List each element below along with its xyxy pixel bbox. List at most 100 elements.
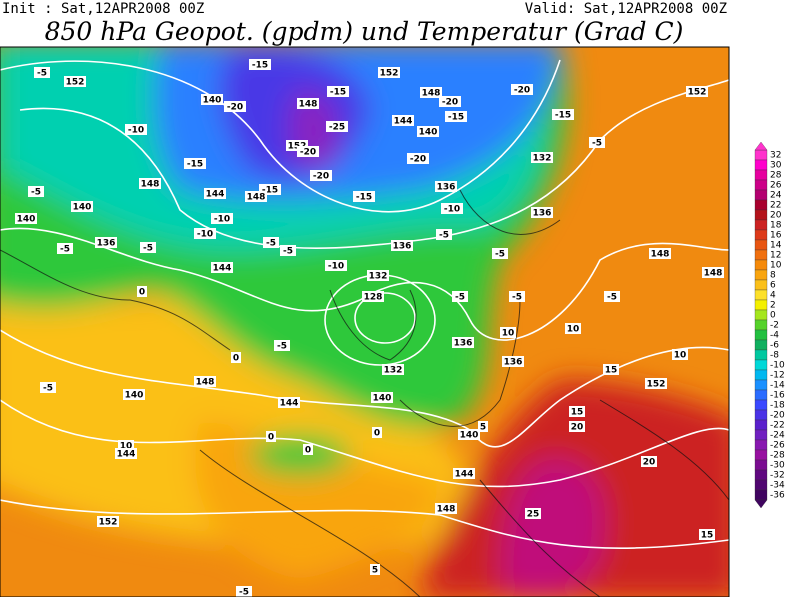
colorbar-swatch xyxy=(754,159,768,171)
contour-label: -5 xyxy=(283,247,293,257)
contour-label-box xyxy=(125,124,147,135)
contour-label-box xyxy=(325,260,347,271)
contour-label-box xyxy=(531,152,553,163)
colorbar-label: -18 xyxy=(770,401,785,411)
contour-label-box xyxy=(297,98,319,109)
contour-label-box xyxy=(672,349,688,360)
contour-label-box xyxy=(435,181,457,192)
contour-label: 140 xyxy=(125,391,144,401)
colorbar-label: -30 xyxy=(770,461,785,471)
colorbar-swatch xyxy=(754,299,768,311)
contour-label-box xyxy=(297,146,319,157)
contour-label: 152 xyxy=(688,88,707,98)
contour-label: 152 xyxy=(66,78,85,88)
contour-label-box xyxy=(194,228,216,239)
colorbar-label: 10 xyxy=(770,261,782,271)
contour-label-box xyxy=(565,323,581,334)
colorbar-swatch xyxy=(754,439,768,451)
contour-label: -20 xyxy=(442,98,458,108)
colorbar-label: 30 xyxy=(770,161,782,171)
contour-label: 0 xyxy=(233,354,239,364)
contour-label: -20 xyxy=(300,148,316,158)
contour-label-box xyxy=(40,382,56,393)
contour-label-box xyxy=(502,356,524,367)
colorbar-swatch xyxy=(754,459,768,471)
contour-label-box xyxy=(28,186,44,197)
contour-label-box xyxy=(699,529,715,540)
contour-label: 15 xyxy=(605,366,618,376)
contour-label: -10 xyxy=(214,215,230,225)
colorbar-label: -26 xyxy=(770,441,785,451)
contour-label-box xyxy=(71,201,93,212)
contour-label: 0 xyxy=(374,429,380,439)
contour-label: 148 xyxy=(651,250,670,260)
contour-label: -5 xyxy=(60,245,70,255)
colorbar-swatch xyxy=(754,409,768,421)
map-frame xyxy=(0,46,730,597)
contour-label-box xyxy=(194,376,216,387)
contour-label-box xyxy=(95,237,117,248)
contour-label: -15 xyxy=(330,88,346,98)
colorbar-label: -20 xyxy=(770,411,785,421)
contour-label-box xyxy=(603,364,619,375)
contour-label-box xyxy=(511,84,533,95)
contour-label: 144 xyxy=(394,117,413,127)
colorbar-swatch xyxy=(754,259,768,271)
contour-label-box xyxy=(327,86,349,97)
colorbar-label: 20 xyxy=(770,211,782,221)
contour-label: -10 xyxy=(328,262,344,272)
contour-label-box xyxy=(259,184,281,195)
colorbar-swatch xyxy=(754,209,768,221)
contour-label: 10 xyxy=(567,325,580,335)
contour-label-box xyxy=(445,111,467,122)
contour-label-box xyxy=(531,207,553,218)
contour-label: -5 xyxy=(239,588,249,597)
contour-label-box xyxy=(392,115,414,126)
contour-label: 148 xyxy=(437,505,456,515)
contour-label: 140 xyxy=(419,128,438,138)
contour-label-box xyxy=(372,427,382,438)
colorbar-label: 16 xyxy=(770,231,782,241)
colorbar-swatch xyxy=(754,419,768,431)
colorbar-label: -10 xyxy=(770,361,785,371)
colorbar-swatch xyxy=(754,189,768,201)
colorbar-label: -2 xyxy=(770,321,779,331)
contour-label: -15 xyxy=(356,193,372,203)
contour-label-box xyxy=(569,421,585,432)
contour-label: 15 xyxy=(571,408,584,418)
contour-label-box xyxy=(362,291,384,302)
contour-label-box xyxy=(115,448,137,459)
contour-label-box xyxy=(382,364,404,375)
contour-label: -5 xyxy=(607,293,617,303)
colorbar-swatch xyxy=(754,249,768,261)
contour-label: 15 xyxy=(701,531,714,541)
colorbar-swatch xyxy=(754,289,768,301)
contour-label: 136 xyxy=(533,209,552,219)
contour-label: 10 xyxy=(674,351,687,361)
colorbar-swatch xyxy=(754,379,768,391)
colorbar-arrow-top xyxy=(754,141,768,151)
contour-label-box xyxy=(478,421,488,432)
contour-label: 25 xyxy=(527,510,540,520)
colorbar-swatch xyxy=(754,219,768,231)
colorbar-swatch xyxy=(754,429,768,441)
contour-label-box xyxy=(452,291,468,302)
contour-label-box xyxy=(641,456,657,467)
contour-label: 148 xyxy=(704,269,723,279)
contour-label-box xyxy=(249,59,271,70)
colorbar-swatch xyxy=(754,349,768,361)
contour-label-box xyxy=(436,229,452,240)
colorbar-label: 6 xyxy=(770,281,776,291)
contour-label-box xyxy=(326,121,348,132)
contour-label: 20 xyxy=(571,423,584,433)
contour-label-box xyxy=(34,67,50,78)
contour-label-box xyxy=(492,248,508,259)
contour-label-box xyxy=(649,248,671,259)
colorbar-label: 22 xyxy=(770,201,781,211)
contour-label-box xyxy=(310,170,332,181)
contour-label: -10 xyxy=(444,205,460,215)
contour-label: 140 xyxy=(73,203,92,213)
contour-label: -5 xyxy=(592,139,602,149)
contour-label: -15 xyxy=(448,113,464,123)
